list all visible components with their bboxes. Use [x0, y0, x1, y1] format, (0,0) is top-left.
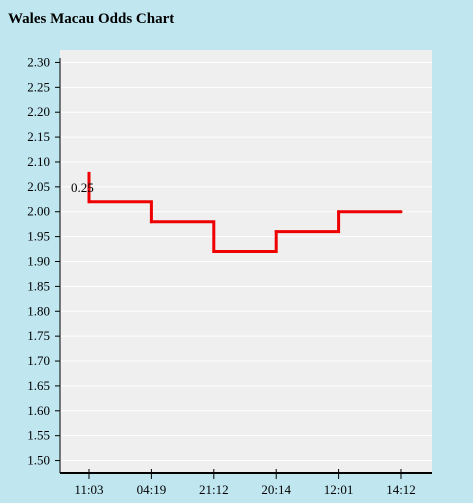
- y-tick-label: 1.90: [27, 254, 50, 269]
- x-tick-label: 04:19: [137, 482, 167, 497]
- x-tick-label: 11:03: [74, 482, 103, 497]
- y-tick-label: 2.20: [27, 104, 50, 119]
- odds-series: [87, 171, 403, 254]
- x-axis: 11:03 04:19 21:12 20:14 12:01 14:12: [60, 469, 432, 497]
- y-tick-label: 2.10: [27, 154, 50, 169]
- data-point: [337, 210, 341, 214]
- y-tick-label: 1.50: [27, 453, 50, 468]
- data-label: 0.25: [71, 180, 94, 195]
- y-tick-label: 1.65: [27, 378, 50, 393]
- y-tick-label: 1.70: [27, 353, 50, 368]
- y-tick-label: 1.80: [27, 303, 50, 318]
- data-point: [149, 220, 153, 224]
- y-tick-label: 2.30: [27, 54, 50, 69]
- chart-title: Wales Macau Odds Chart: [8, 11, 175, 27]
- y-tick-label: 1.75: [27, 328, 50, 343]
- y-axis: 2.30 2.25 2.20 2.15 2.10 2.05 2.00 1.95 1.90 1.85…: [27, 54, 61, 473]
- data-point: [212, 250, 216, 254]
- x-tick-label: 20:14: [261, 482, 291, 497]
- y-tick-label: 2.15: [27, 129, 50, 144]
- grid-lines: [60, 61, 432, 462]
- annotations: 0.25: [71, 180, 94, 195]
- data-point: [399, 210, 403, 214]
- y-tick-label: 1.60: [27, 403, 50, 418]
- y-tick-label: 1.95: [27, 229, 50, 244]
- x-tick-label: 21:12: [199, 482, 229, 497]
- x-tick-label: 14:12: [386, 482, 416, 497]
- y-tick-label: 1.55: [27, 428, 50, 443]
- y-tick-label: 2.05: [27, 179, 50, 194]
- y-tick-label: 1.85: [27, 278, 50, 293]
- data-point: [274, 230, 278, 234]
- data-point: [87, 200, 91, 204]
- y-tick-label: 2.00: [27, 204, 50, 219]
- y-tick-label: 2.25: [27, 79, 50, 94]
- x-tick-label: 12:01: [324, 482, 354, 497]
